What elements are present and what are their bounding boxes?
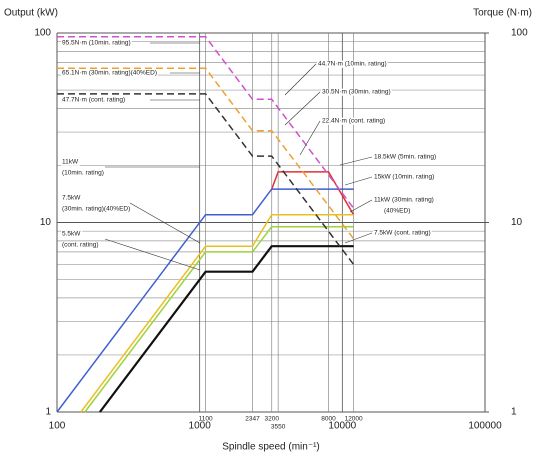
leader-line xyxy=(299,120,321,156)
x-tick-label: 100000 xyxy=(468,421,502,432)
x-axis-label: Spindle speed (min⁻¹) xyxy=(222,442,320,453)
annotation-bg xyxy=(61,230,83,238)
x-tick-label: 100 xyxy=(49,421,66,432)
annotation-bg xyxy=(61,241,100,249)
output-line xyxy=(80,213,354,413)
leader-line xyxy=(104,238,201,271)
annotation: (10min. rating) xyxy=(62,170,104,177)
annotation: 44.7N·m (10min. rating) xyxy=(318,61,387,68)
annotation: (40%ED) xyxy=(384,208,410,215)
annotation: (30min. rating)(40%ED) xyxy=(62,206,130,213)
y-axis-label: Output (kW) xyxy=(4,8,58,19)
x-minor-tick-label: 2347 xyxy=(245,416,260,423)
y-tick-label: 100 xyxy=(34,28,51,39)
annotation: (cont. rating) xyxy=(62,242,99,249)
y2-tick-label: 100 xyxy=(511,28,528,39)
annotation: 5.5kW xyxy=(62,231,81,238)
leader-line xyxy=(339,156,373,166)
annotation-bg xyxy=(373,153,438,161)
y2-tick-label: 1 xyxy=(511,407,517,418)
y2-axis-label: Torque (N·m) xyxy=(473,8,532,19)
annotation: 65.1N·m (30min. rating)(40%ED) xyxy=(62,70,157,77)
leader-line xyxy=(284,91,321,126)
annotation-bg xyxy=(321,88,392,96)
annotation-bg xyxy=(321,117,387,125)
leader-line xyxy=(344,176,373,186)
output-line xyxy=(84,225,354,413)
annotation-bg xyxy=(383,207,412,215)
output-line xyxy=(99,245,354,413)
annotation: 18.5kW (5min. rating) xyxy=(374,154,436,161)
annotation-bg xyxy=(373,173,436,181)
annotation: 30.5N·m (30min. rating) xyxy=(322,89,391,96)
leader-line xyxy=(129,202,201,244)
annotation: 22.4N·m (cont. rating) xyxy=(322,118,385,125)
y2-tick-label: 10 xyxy=(511,217,523,228)
y-tick-label: 10 xyxy=(40,217,52,228)
annotation-bg xyxy=(61,69,159,77)
leader-line xyxy=(284,63,317,96)
annotation-bg xyxy=(61,158,80,166)
annotation: 7.5kW xyxy=(62,195,81,202)
torque-line xyxy=(57,36,355,209)
annotation: 47.7N·m (cont. rating) xyxy=(62,97,125,104)
x-minor-tick-label: 12000 xyxy=(345,416,363,423)
annotation-bg xyxy=(61,96,127,104)
annotation-bg xyxy=(61,205,132,213)
annotation: 11kW xyxy=(62,159,79,166)
y-tick-label: 1 xyxy=(45,407,51,418)
x-minor-tick-label: 3200 xyxy=(265,416,280,423)
leader-line xyxy=(344,232,373,244)
annotation: 95.5N·m (10min. rating) xyxy=(62,40,131,47)
annotation: 7.5kW (cont. rating) xyxy=(374,230,431,237)
x-tick-label: 1000 xyxy=(189,421,212,432)
annotation-bg xyxy=(61,194,83,202)
annotation-bg xyxy=(317,60,388,68)
annotation-bg xyxy=(61,169,105,177)
leader-line xyxy=(349,199,373,213)
x-tick-label: 10000 xyxy=(328,421,356,432)
output-line xyxy=(56,188,354,413)
x-minor-tick-label: 8000 xyxy=(321,416,336,423)
annotation: 15kW (10min. rating) xyxy=(374,174,434,181)
x-minor-tick-label: 3550 xyxy=(271,424,286,431)
x-minor-tick-label: 1100 xyxy=(199,416,213,423)
annotation-bg xyxy=(61,39,132,47)
annotation: 11kW (30min. rating) xyxy=(374,197,434,204)
annotation-bg xyxy=(373,196,435,204)
torque-line xyxy=(57,67,355,240)
annotation-bg xyxy=(373,229,432,237)
torque-line xyxy=(57,93,355,265)
